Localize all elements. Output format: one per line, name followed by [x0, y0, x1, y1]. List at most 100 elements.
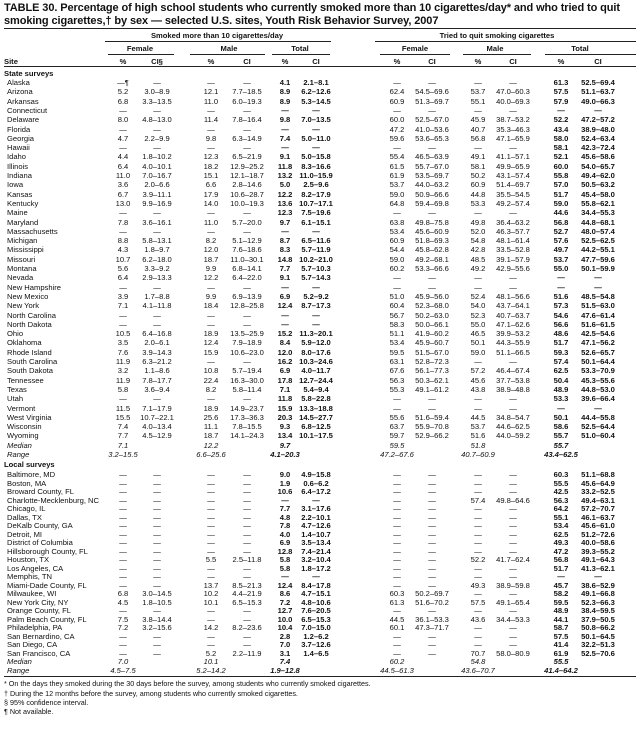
- table-cell: —: [119, 546, 127, 556]
- site-name: Wyoming: [7, 431, 39, 441]
- table-cell: 15.2: [277, 329, 293, 339]
- table-cell: 47.2: [553, 546, 569, 556]
- site-name: Texas: [7, 384, 27, 394]
- site-name: Oklahoma: [7, 338, 42, 348]
- table-cell: —: [393, 555, 401, 565]
- table-cell: —: [509, 394, 517, 404]
- table-row: Montana 5.6 3.3–9.2 9.9 6.8–14.1 7.7 5.7–10.3 6…: [0, 264, 641, 273]
- table-cell: —: [243, 470, 251, 480]
- footnote: † During the 12 months before the survey…: [4, 688, 298, 698]
- table-cell: —: [119, 319, 127, 329]
- site-name: Kansas: [7, 189, 33, 199]
- table-cell: —: [393, 606, 401, 616]
- table-row: Ohio 10.5 6.4–16.8 18.9 13.5–25.9 15.2 11.3–20…: [0, 329, 641, 338]
- table-cell: 7.5: [117, 614, 129, 624]
- table-cell: 48.6: [553, 329, 569, 339]
- table-cell: —: [509, 631, 517, 641]
- table-cell: —: [428, 555, 436, 565]
- table-cell: —: [509, 572, 517, 582]
- table-cell: —: [243, 521, 251, 531]
- table-cell: 55.1: [470, 96, 486, 106]
- table-cell: 52.7: [553, 226, 569, 236]
- table-cell: 60.9: [389, 96, 405, 106]
- site-name: New York: [7, 301, 40, 311]
- table-cell: 58.6: [553, 422, 569, 432]
- site-name: Hawaii: [7, 143, 30, 153]
- site-name: Maine: [7, 208, 28, 218]
- site-name: San Diego, CA: [7, 640, 58, 650]
- median-value: 7.0: [117, 657, 129, 667]
- table-cell: 48.9: [553, 606, 569, 616]
- table-cell: 5.7–14.3: [301, 273, 331, 283]
- table-cell: —: [509, 623, 517, 633]
- site-name: Idaho: [7, 152, 27, 162]
- table-cell: 45.3–55.6: [581, 375, 615, 385]
- site-name: Delaware: [7, 115, 40, 125]
- table-cell: —: [207, 124, 215, 134]
- table-cell: 5.8: [279, 555, 291, 565]
- table-cell: 11.8: [277, 161, 293, 171]
- table-cell: 4.4: [117, 152, 129, 162]
- table-row: Michigan 8.8 5.8–13.1 8.2 5.1–12.9 8.7 6.5–11.…: [0, 236, 641, 245]
- table-cell: —: [281, 495, 289, 505]
- table-cell: 50.5–63.2: [581, 180, 615, 190]
- table-cell: —: [243, 606, 251, 616]
- table-cell: —: [312, 226, 320, 236]
- range-value: 6.6–25.6: [196, 450, 226, 459]
- table-cell: 8.3: [279, 245, 291, 255]
- table-cell: 58.0–80.9: [496, 648, 530, 658]
- table-cell: 7.8–15.5: [232, 422, 262, 432]
- table-cell: 52.0: [470, 226, 486, 236]
- range-value: 47.2–67.6: [380, 450, 414, 459]
- table-cell: 52.2: [553, 115, 569, 125]
- table-cell: 18.2: [203, 161, 219, 171]
- table-cell: 52.5–62.5: [581, 236, 615, 246]
- table-cell: 9.1: [279, 273, 291, 283]
- table-cell: 6.1–15.1: [301, 217, 331, 227]
- table-cell: 44.1: [553, 614, 569, 624]
- table-row: San Diego, CA — — — — 7.0 3.7–12.6 — — — — 41.4 32.2…: [0, 640, 641, 649]
- median-label: Median: [7, 440, 32, 450]
- table-cell: 63.1: [389, 357, 405, 366]
- table-cell: 13.5–25.9: [230, 329, 264, 339]
- table-cell: 10.7–17.1: [299, 198, 333, 208]
- table-cell: 49.3: [470, 580, 486, 590]
- table-cell: 2.5–11.8: [232, 555, 262, 565]
- table-cell: 22.4: [203, 375, 219, 385]
- table-cell: 52.3: [470, 310, 486, 320]
- table-cell: 11.0: [203, 96, 219, 106]
- table-cell: 5.8–13.1: [142, 236, 172, 246]
- table-cell: 46.3–57.7: [496, 226, 530, 236]
- table-cell: 9.9: [205, 264, 217, 273]
- table-row: DeKalb County, GA — — — — 7.8 4.7–12.6 — — — — 53.4…: [0, 521, 641, 530]
- table-row: Nevada 6.4 2.9–13.3 12.2 6.4–22.0 9.1 5.7–14.3…: [0, 273, 641, 282]
- table-cell: —: [557, 105, 565, 115]
- table-row: Los Angeles, CA — — — — 5.8 1.8–17.2 — — — — 51.7 41…: [0, 564, 641, 573]
- table-cell: —: [393, 282, 401, 292]
- table-cell: —: [474, 529, 482, 539]
- table-cell: 51.2–72.6: [581, 529, 615, 539]
- table-cell: 60.2: [389, 264, 405, 273]
- table-cell: —: [428, 546, 436, 556]
- table-row: Memphis, TN — — — — — — — — — — — —: [0, 572, 641, 581]
- table-cell: 51.1–68.8: [581, 470, 615, 480]
- table-cell: 49.4–62.0: [581, 171, 615, 180]
- footnote: ¶ Not available.: [4, 707, 54, 717]
- table-cell: —: [428, 512, 436, 522]
- table-cell: —: [393, 504, 401, 514]
- table-cell: 11.0: [203, 217, 219, 227]
- table-cell: 11.0: [115, 171, 131, 180]
- table-row: Hillsborough County, FL — — — — 12.8 7.4–21.4 —…: [0, 547, 641, 556]
- table-row: North Carolina — — — — — — 56.7 50.2–63.0 52.3 40.…: [0, 311, 641, 320]
- table-title: TABLE 30. Percentage of high school stud…: [4, 2, 620, 27]
- median-value: 60.2: [389, 657, 405, 667]
- table-cell: 9.9–16.9: [142, 198, 172, 208]
- table-cell: 59.0: [470, 347, 486, 357]
- table-cell: 5.6: [117, 264, 129, 273]
- table-row: South Dakota 3.2 1.1–8.6 10.8 5.7–19.4 6.9 4.0…: [0, 366, 641, 375]
- table-cell: —: [119, 512, 127, 522]
- table-cell: 51.6: [553, 291, 569, 301]
- table-cell: —: [207, 572, 215, 582]
- site-name: New Hampshire: [7, 282, 62, 292]
- table-cell: —: [474, 487, 482, 497]
